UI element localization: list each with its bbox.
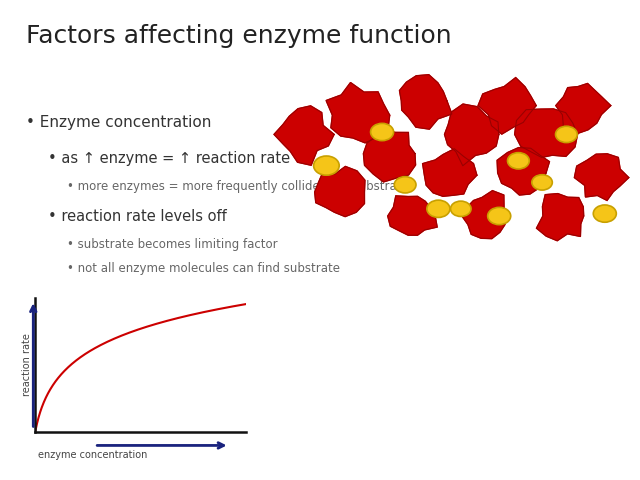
Circle shape <box>394 177 416 193</box>
Polygon shape <box>515 109 577 157</box>
Polygon shape <box>556 84 611 134</box>
Circle shape <box>508 153 529 169</box>
Polygon shape <box>497 147 550 195</box>
Circle shape <box>556 126 577 143</box>
Polygon shape <box>478 78 536 134</box>
Polygon shape <box>326 83 390 143</box>
Text: • as ↑ enzyme = ↑ reaction rate: • as ↑ enzyme = ↑ reaction rate <box>48 151 290 166</box>
Polygon shape <box>422 149 477 196</box>
Circle shape <box>427 200 450 217</box>
Y-axis label: reaction rate: reaction rate <box>22 334 33 396</box>
Polygon shape <box>274 106 334 165</box>
Polygon shape <box>445 104 499 166</box>
Text: enzyme concentration: enzyme concentration <box>38 450 148 460</box>
Text: • substrate becomes limiting factor: • substrate becomes limiting factor <box>67 238 278 251</box>
Circle shape <box>371 123 394 141</box>
Polygon shape <box>574 154 628 201</box>
Circle shape <box>314 156 339 175</box>
Text: • not all enzyme molecules can find substrate: • not all enzyme molecules can find subs… <box>67 262 340 275</box>
Polygon shape <box>388 196 437 235</box>
Polygon shape <box>315 167 365 216</box>
Polygon shape <box>536 193 584 241</box>
Polygon shape <box>364 131 415 182</box>
Text: Factors affecting enzyme function: Factors affecting enzyme function <box>26 24 451 48</box>
Circle shape <box>451 201 471 216</box>
Circle shape <box>532 175 552 190</box>
Circle shape <box>488 207 511 225</box>
Text: • Enzyme concentration: • Enzyme concentration <box>26 115 211 130</box>
Circle shape <box>593 205 616 222</box>
Text: • more enzymes = more frequently collide with substrate: • more enzymes = more frequently collide… <box>67 180 409 193</box>
Polygon shape <box>399 75 452 129</box>
Polygon shape <box>462 191 506 239</box>
Text: • reaction rate levels off: • reaction rate levels off <box>48 209 227 224</box>
